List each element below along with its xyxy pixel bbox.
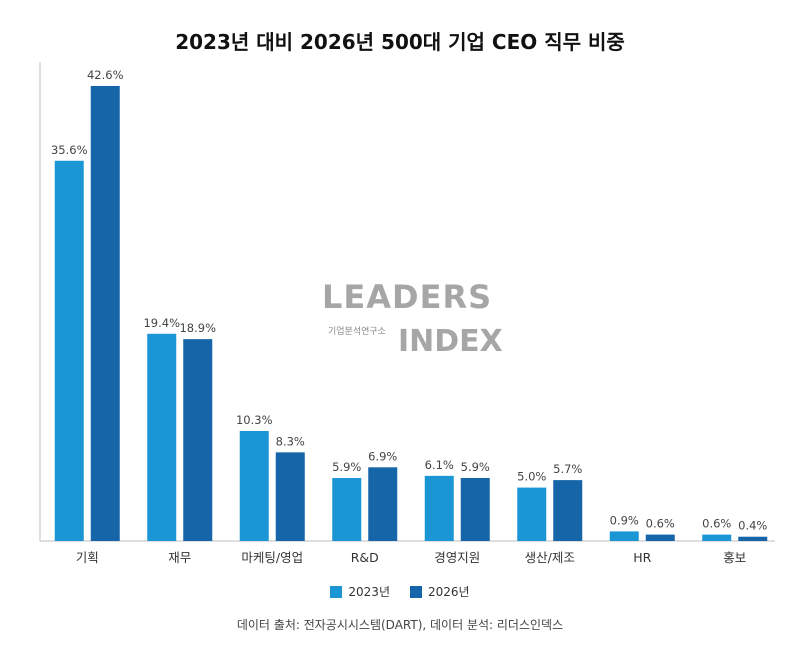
bar-2023-6 — [609, 531, 639, 541]
legend-label-2023: 2023년 — [348, 585, 390, 599]
legend-item-2026: 2026년 — [410, 583, 470, 600]
bar-2026-6 — [645, 534, 675, 541]
data-label-2023-0: 35.6% — [51, 143, 88, 157]
data-label-2023-6: 0.9% — [610, 513, 639, 527]
x-tick-label-0: 기획 — [76, 550, 99, 565]
data-label-2026-0: 42.6% — [87, 68, 124, 82]
data-label-2026-4: 5.9% — [461, 460, 490, 474]
data-label-2023-3: 5.9% — [332, 460, 361, 474]
bar-2026-7 — [738, 536, 768, 541]
x-tick-label-1: 재무 — [168, 550, 191, 565]
x-tick-label-4: 경영지원 — [434, 550, 480, 565]
source-note: 데이터 출처: 전자공시시스템(DART), 데이터 분석: 리더스인덱스 — [236, 618, 564, 632]
bar-2026-1 — [183, 339, 213, 541]
data-label-2023-7: 0.6% — [702, 517, 731, 531]
watermark-index: INDEX — [398, 324, 503, 359]
data-label-2026-7: 0.4% — [738, 519, 767, 533]
data-label-2023-1: 19.4% — [143, 316, 180, 330]
legend-item-2023: 2023년 — [330, 583, 390, 600]
legend-label-2026: 2026년 — [428, 585, 470, 599]
bar-2026-5 — [553, 480, 583, 541]
bar-2023-1 — [147, 333, 177, 541]
data-label-2026-5: 5.7% — [553, 462, 582, 476]
data-label-2026-6: 0.6% — [646, 517, 675, 531]
watermark-main: LEADERS — [322, 278, 493, 316]
bar-2023-0 — [54, 160, 84, 541]
x-tick-label-2: 마케팅/영업 — [241, 550, 303, 565]
bar-2023-4 — [424, 475, 454, 541]
bar-2026-0 — [90, 86, 120, 541]
data-label-2026-3: 6.9% — [368, 449, 397, 463]
chart-legend: 2023년 2026년 — [0, 583, 800, 600]
bar-2023-7 — [702, 534, 732, 541]
legend-swatch-2023 — [330, 585, 343, 598]
x-tick-label-6: HR — [633, 550, 651, 565]
bar-2023-5 — [517, 487, 547, 541]
data-label-2026-1: 18.9% — [179, 321, 216, 335]
x-tick-label-5: 생산/제조 — [525, 550, 575, 565]
legend-swatch-2026 — [410, 585, 422, 598]
bar-2026-2 — [275, 452, 305, 541]
data-label-2026-2: 8.3% — [276, 434, 305, 448]
bar-2026-3 — [368, 467, 398, 541]
chart-title: 2023년 대비 2026년 500대 기업 CEO 직무 비중 — [175, 30, 625, 54]
bar-2023-2 — [239, 430, 269, 541]
x-tick-label-7: 홍보 — [723, 550, 746, 565]
bar-2023-3 — [332, 477, 362, 541]
data-label-2023-2: 10.3% — [236, 413, 273, 427]
leaders-index-watermark: LEADERS 기업분석연구소 INDEX — [322, 278, 503, 370]
bar-2026-4 — [460, 477, 490, 541]
data-label-2023-5: 5.0% — [517, 470, 546, 484]
data-label-2023-4: 6.1% — [425, 458, 454, 472]
x-tick-label-3: R&D — [351, 550, 379, 565]
watermark-sub: 기업분석연구소 — [328, 327, 386, 337]
